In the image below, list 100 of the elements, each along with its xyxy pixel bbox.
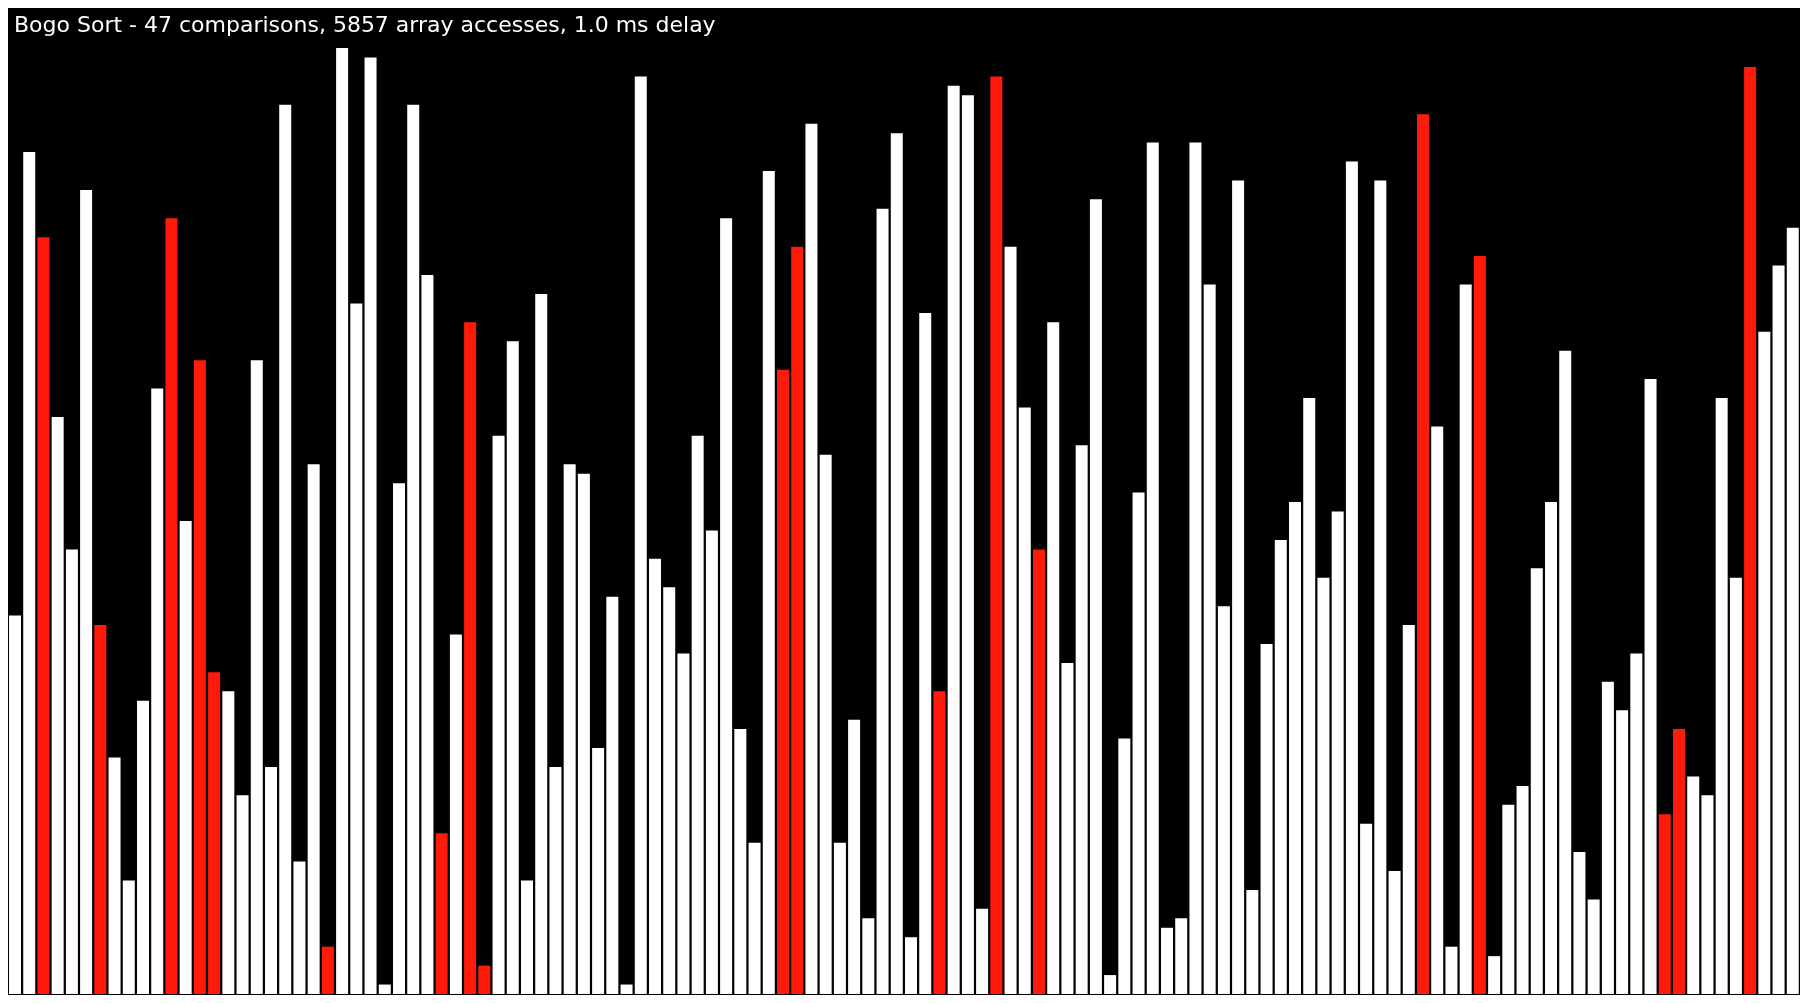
bar: [179, 521, 192, 994]
bar: [1146, 142, 1159, 994]
bar: [37, 237, 50, 994]
bar: [137, 700, 149, 994]
bar: [1004, 246, 1017, 994]
chart-title: Bogo Sort - 47 comparisons, 5857 array accesses, 1.0 ms delay: [14, 12, 716, 37]
bar: [478, 965, 491, 994]
bar: [521, 880, 533, 994]
bar: [222, 691, 235, 994]
bar: [1658, 814, 1671, 994]
bar: [1217, 606, 1230, 994]
bar: [1033, 549, 1045, 994]
bar: [421, 275, 434, 994]
bar: [1175, 918, 1188, 994]
bar: [705, 530, 718, 994]
bar: [1104, 975, 1117, 994]
bar: [250, 360, 263, 994]
bar: [848, 719, 861, 994]
bar: [592, 748, 605, 994]
bar: [1189, 142, 1202, 994]
bar: [549, 766, 562, 994]
bar: [1644, 379, 1657, 994]
bar: [1616, 710, 1629, 994]
bar: [1687, 776, 1700, 994]
bar: [535, 293, 548, 994]
bar: [1573, 852, 1586, 994]
bar: [634, 76, 647, 994]
bar: [691, 435, 704, 994]
bar: [464, 322, 477, 994]
bar: [862, 918, 875, 994]
bar: [293, 861, 306, 994]
bar: [1118, 738, 1131, 994]
bar: [122, 880, 135, 994]
bar: [1729, 577, 1742, 994]
bar: [1445, 946, 1458, 994]
bar: [1345, 161, 1358, 994]
bar: [1388, 871, 1401, 994]
bar: [307, 464, 320, 994]
bar: [947, 85, 960, 994]
bar: [1744, 66, 1757, 994]
bar: [1061, 662, 1074, 994]
bar: [80, 189, 93, 994]
bar: [1758, 331, 1771, 994]
bar: [449, 634, 462, 994]
bar: [350, 303, 363, 994]
bar: [393, 483, 405, 994]
bar: [151, 388, 164, 994]
bar: [606, 596, 619, 994]
bar: [1587, 899, 1600, 994]
bar: [1203, 284, 1216, 994]
bar: [748, 842, 761, 994]
bar: [236, 795, 249, 994]
bar: [1701, 795, 1714, 994]
bar: [1488, 956, 1501, 994]
bar: [1673, 729, 1685, 994]
bar: [108, 757, 121, 994]
bar: [1246, 889, 1259, 994]
bar: [1289, 502, 1301, 994]
bar: [1530, 568, 1543, 994]
bar: [720, 218, 733, 994]
bar: [1374, 180, 1387, 994]
bar: [407, 104, 420, 994]
bar: [1559, 350, 1572, 994]
bar: [1089, 199, 1102, 994]
bar: [833, 842, 846, 994]
bar: [506, 341, 519, 994]
bar: [1018, 407, 1031, 994]
bar: [563, 464, 576, 994]
bar: [1459, 284, 1472, 994]
bar: [677, 653, 690, 994]
bar: [990, 76, 1003, 994]
bar: [1601, 681, 1614, 994]
bar: [933, 691, 946, 994]
bar: [905, 937, 917, 994]
bar: [649, 558, 661, 994]
bar: [961, 95, 974, 994]
bar: [1303, 398, 1316, 994]
bar: [1232, 180, 1245, 994]
bar: [1047, 322, 1060, 994]
bar: [336, 48, 349, 994]
bar: [1502, 804, 1515, 994]
bar: [577, 473, 590, 994]
bar: [1331, 511, 1344, 994]
bar: [1317, 577, 1330, 994]
bar: [279, 104, 292, 994]
bar: [1075, 445, 1088, 994]
bar: [762, 170, 775, 994]
bar: [265, 766, 277, 994]
bar: [1360, 823, 1373, 994]
bar: [65, 549, 78, 994]
bar: [976, 908, 989, 994]
bar: [1132, 492, 1145, 994]
bar: [165, 218, 178, 994]
bar: [1545, 502, 1557, 994]
bar: [23, 152, 36, 994]
bar: [208, 672, 221, 994]
bar: [919, 312, 932, 994]
bar: [819, 454, 832, 994]
bar: [1402, 625, 1415, 994]
bar: [1516, 785, 1529, 994]
